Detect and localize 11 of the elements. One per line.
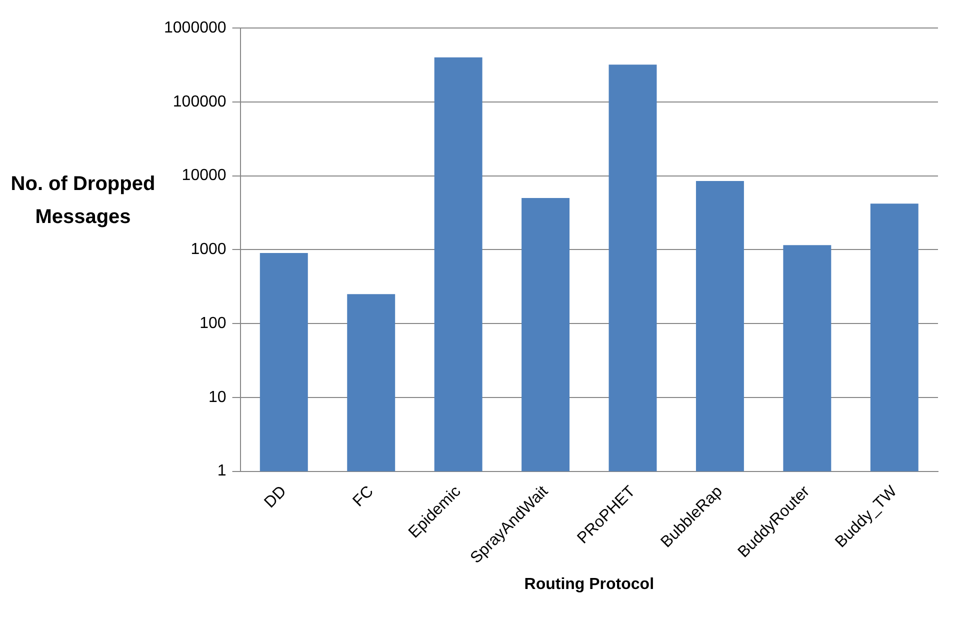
y-tick-label: 100 — [200, 314, 226, 332]
x-tick-label: FC — [350, 483, 378, 510]
y-axis-title: No. of Dropped Messages — [10, 172, 156, 230]
x-axis-title: Routing Protocol — [524, 576, 654, 593]
y-tick-label: 10000 — [182, 167, 226, 184]
y-tick-label: 1000 — [190, 241, 226, 258]
x-tick-label: DD — [261, 483, 290, 512]
y-tick-label: 1 — [217, 462, 226, 480]
y-tick-label: 1000000 — [164, 19, 226, 36]
y-tick-label: 100000 — [172, 93, 226, 110]
y-tick-label: 10 — [208, 388, 226, 406]
